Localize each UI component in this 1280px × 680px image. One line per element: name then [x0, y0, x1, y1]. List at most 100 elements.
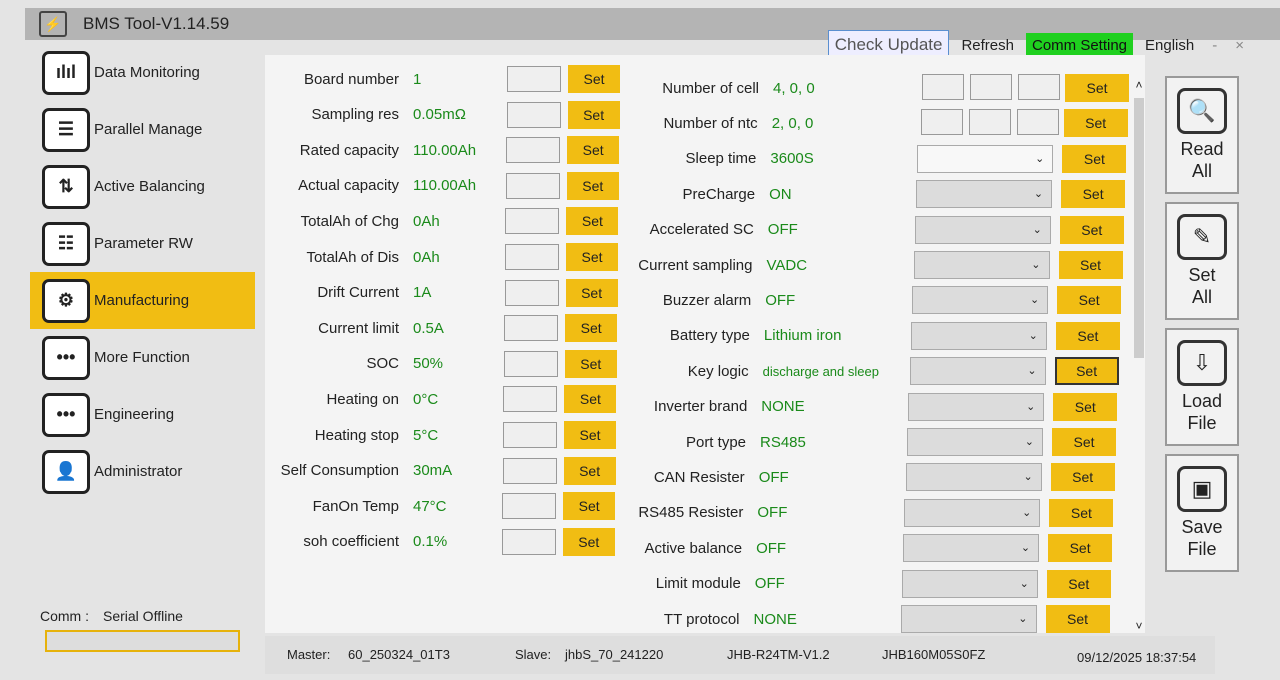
sidebar-item-parameter-rw[interactable]: ☷ Parameter RW: [30, 215, 255, 272]
param-row: FanOn Temp 47°C: [265, 492, 447, 520]
scrollbar[interactable]: ˄ ˅: [1132, 78, 1146, 633]
load-file-button[interactable]: ⇩ Load File: [1165, 328, 1239, 446]
set-button[interactable]: Set: [567, 136, 620, 165]
sidebar-item-active-balancing[interactable]: ⇅ Active Balancing: [30, 158, 255, 215]
param-input[interactable]: [922, 74, 964, 100]
set-button[interactable]: Set: [1061, 180, 1126, 209]
param-label: SOC: [366, 355, 399, 373]
set-button[interactable]: Set: [563, 492, 616, 521]
set-button[interactable]: Set: [1062, 144, 1127, 173]
set-button[interactable]: Set: [564, 349, 617, 378]
set-button[interactable]: Set: [1063, 109, 1128, 138]
set-button[interactable]: Set: [1059, 215, 1124, 244]
param-value: NONE: [753, 610, 797, 628]
set-all-button[interactable]: ✎ Set All: [1165, 202, 1239, 320]
param-input[interactable]: [507, 66, 561, 92]
set-button[interactable]: Set: [1052, 428, 1116, 456]
set-button[interactable]: Set: [1054, 357, 1119, 386]
param-row: Board number 1: [265, 65, 421, 93]
set-button[interactable]: Set: [1053, 392, 1118, 421]
read-all-button[interactable]: 🔍 Read All: [1165, 76, 1239, 194]
param-input[interactable]: [506, 101, 561, 128]
set-button[interactable]: Set: [565, 278, 618, 307]
set-button[interactable]: Set: [1046, 569, 1111, 598]
param-dropdown[interactable]: ⌄: [901, 569, 1038, 598]
param-input[interactable]: [970, 74, 1012, 100]
set-button[interactable]: Set: [564, 385, 617, 414]
param-dropdown[interactable]: ⌄: [905, 463, 1042, 492]
param-value: 2, 0, 0: [771, 114, 814, 132]
param-label: Key logic: [687, 362, 749, 380]
param-input[interactable]: [503, 386, 558, 413]
param-input[interactable]: [504, 279, 559, 306]
param-dropdown[interactable]: ⌄: [909, 357, 1046, 386]
scroll-down-icon[interactable]: ˅: [1135, 619, 1143, 633]
param-input[interactable]: [503, 350, 558, 377]
comm-setting-button[interactable]: Comm Setting: [1025, 32, 1134, 58]
param-row: Port type RS485: [622, 428, 806, 456]
param-input[interactable]: [920, 109, 963, 136]
set-button[interactable]: Set: [1048, 534, 1113, 563]
model-number: JHB160M05S0FZ: [882, 647, 986, 662]
sidebar-item-engineering[interactable]: ••• Engineering: [30, 386, 255, 443]
param-dropdown[interactable]: ⌄: [908, 392, 1045, 421]
param-dropdown[interactable]: ⌄: [916, 180, 1053, 209]
sidebar-item-manufacturing[interactable]: ⚙ Manufacturing: [30, 272, 255, 329]
set-button[interactable]: Set: [566, 243, 618, 271]
set-button[interactable]: Set: [1049, 498, 1114, 527]
param-input[interactable]: [1016, 109, 1059, 136]
set-button[interactable]: Set: [566, 207, 619, 236]
param-input[interactable]: [505, 208, 560, 235]
set-button[interactable]: Set: [1055, 321, 1120, 350]
set-button[interactable]: Set: [1045, 605, 1110, 633]
param-input[interactable]: [506, 137, 561, 164]
param-input[interactable]: [502, 493, 557, 520]
sidebar-item-more-function[interactable]: ••• More Function: [30, 329, 255, 386]
param-dropdown[interactable]: ⌄: [912, 286, 1049, 315]
param-value: 110.00Ah: [413, 177, 477, 195]
param-input[interactable]: [502, 457, 557, 484]
set-button[interactable]: Set: [1050, 463, 1115, 492]
param-dropdown[interactable]: ⌄: [903, 534, 1040, 563]
set-button[interactable]: Set: [1057, 286, 1122, 315]
param-dropdown[interactable]: ⌄: [917, 144, 1054, 173]
language-button[interactable]: English: [1145, 36, 1195, 54]
set-button[interactable]: Set: [564, 421, 616, 449]
param-row: Heating stop 5°C: [265, 421, 438, 449]
param-row: Heating on 0°C: [265, 385, 438, 413]
param-dropdown[interactable]: ⌄: [913, 251, 1050, 279]
param-input[interactable]: [505, 244, 559, 270]
battery-app-icon: ⚡: [39, 11, 67, 37]
sidebar-item-parallel-manage[interactable]: ☰ Parallel Manage: [30, 101, 255, 158]
param-input[interactable]: [501, 528, 556, 555]
scroll-up-icon[interactable]: ˄: [1135, 78, 1143, 92]
param-input[interactable]: [1018, 74, 1060, 100]
refresh-button[interactable]: Refresh: [961, 36, 1014, 54]
set-button[interactable]: Set: [565, 314, 618, 343]
param-input[interactable]: [503, 422, 557, 448]
set-button[interactable]: Set: [567, 100, 620, 129]
set-button[interactable]: Set: [562, 527, 615, 556]
param-dropdown[interactable]: ⌄: [914, 215, 1051, 244]
set-button[interactable]: Set: [566, 171, 619, 200]
param-input[interactable]: [504, 315, 559, 342]
param-dropdown[interactable]: ⌄: [910, 321, 1047, 350]
sidebar-item-administrator[interactable]: 👤 Administrator: [30, 443, 255, 500]
param-label: Sleep time: [685, 150, 757, 168]
sidebar-item-data-monitoring[interactable]: ılıl Data Monitoring: [30, 44, 255, 101]
set-button[interactable]: Set: [1065, 74, 1129, 102]
param-input[interactable]: [505, 172, 560, 199]
close-button[interactable]: ×: [1235, 36, 1244, 54]
save-file-button[interactable]: ▣ Save File: [1165, 454, 1239, 572]
param-row: Sleep time 3600S: [632, 145, 814, 173]
param-dropdown[interactable]: ⌄: [904, 498, 1041, 527]
set-button[interactable]: Set: [1058, 251, 1123, 279]
param-input[interactable]: [968, 109, 1011, 136]
param-dropdown[interactable]: ⌄: [907, 428, 1043, 456]
set-button[interactable]: Set: [568, 65, 620, 93]
scroll-thumb[interactable]: [1134, 98, 1144, 358]
param-dropdown[interactable]: ⌄: [900, 605, 1037, 633]
minimize-button[interactable]: -: [1212, 36, 1218, 54]
set-button[interactable]: Set: [563, 456, 616, 485]
sidebar-item-label: Parameter RW: [94, 235, 193, 252]
